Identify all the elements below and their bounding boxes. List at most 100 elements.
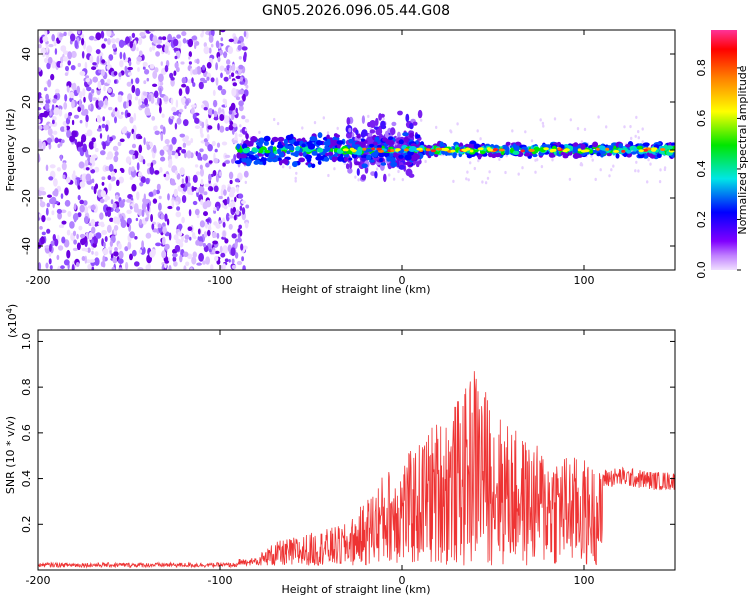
noise-point [152,228,158,233]
noise-point [45,207,49,216]
noise-point [103,242,106,248]
band-point [324,145,329,150]
noise-point [92,242,97,248]
band-point [286,150,291,155]
noise-point [187,38,194,48]
noise-point [105,124,109,132]
noise-point [180,183,185,188]
noise-point [81,256,86,261]
noise-point [127,93,133,102]
faint-point [282,165,285,169]
hot-point [562,149,568,153]
spec-xtick-label: -100 [208,274,233,287]
noise-point [174,55,178,60]
noise-point [146,112,152,116]
noise-point [38,153,41,162]
noise-point [119,60,124,68]
noise-point [206,133,210,141]
noise-point [117,94,123,103]
noise-point [54,48,58,55]
noise-point [59,33,65,37]
noise-point [144,69,150,75]
noise-point [109,217,114,222]
noise-point [199,164,203,170]
band-point [410,143,417,147]
noise-point [177,146,182,151]
band-point [251,147,258,153]
noise-point [170,97,174,105]
noise-point [181,216,185,224]
band-point [245,158,253,165]
noise-point [171,136,177,145]
noise-point [47,79,52,88]
snr-series-line [38,371,675,569]
noise-point [61,220,67,225]
faint-point [354,175,357,179]
noise-point [99,133,103,139]
noise-point [70,65,76,71]
noise-point [86,129,93,137]
noise-point [39,97,45,106]
noise-point [91,178,95,184]
noise-point [90,218,96,227]
noise-point [45,93,49,101]
hot-point [371,147,375,151]
noise-point [129,231,136,239]
noise-point [113,225,119,231]
noise-point [79,199,84,205]
noise-point [113,251,119,257]
band-point [382,152,388,157]
noise-point [138,171,143,177]
band-point [298,157,306,163]
snr-xlabel: Height of straight line (km) [281,583,430,596]
noise-point [75,262,80,267]
noise-point [171,116,175,120]
noise-point [199,120,202,127]
noise-point [47,194,52,198]
hot-point [642,148,649,152]
noise-point [183,265,187,270]
noise-point [46,44,49,53]
band-point [354,161,361,166]
band-point [487,152,493,158]
noise-point [175,211,182,218]
noise-point [223,115,230,124]
noise-point [117,114,124,120]
noise-point [115,207,120,214]
band-point [666,145,673,150]
noise-point [94,251,99,257]
snr-scale-close: ) [6,304,19,308]
noise-point [41,215,46,223]
noise-point [228,223,233,230]
band-point [370,152,378,158]
faint-point [530,139,534,143]
noise-point [191,77,194,84]
noise-point [225,126,230,132]
faint-point [397,169,400,174]
band-point [251,136,256,141]
noise-point [105,206,112,212]
noise-point [107,87,112,94]
hot-point [349,147,355,151]
noise-point [145,232,152,239]
noise-point [153,90,159,99]
band-point [548,152,555,158]
noise-point [139,218,143,226]
noise-point [54,238,59,247]
noise-point [133,112,137,122]
noise-point [131,183,137,192]
noise-point [90,204,96,211]
spectrogram-ylabel: Frequency (Hz) [4,109,17,192]
noise-point [210,264,214,270]
band-point [494,152,502,158]
noise-point [100,221,104,226]
spread-point [360,174,367,181]
noise-point [215,62,219,71]
noise-point [101,43,106,49]
band-point [625,144,631,148]
noise-point [40,236,45,245]
noise-point [221,88,227,96]
band-point [305,154,312,160]
noise-point [72,230,77,237]
noise-point [199,148,204,153]
